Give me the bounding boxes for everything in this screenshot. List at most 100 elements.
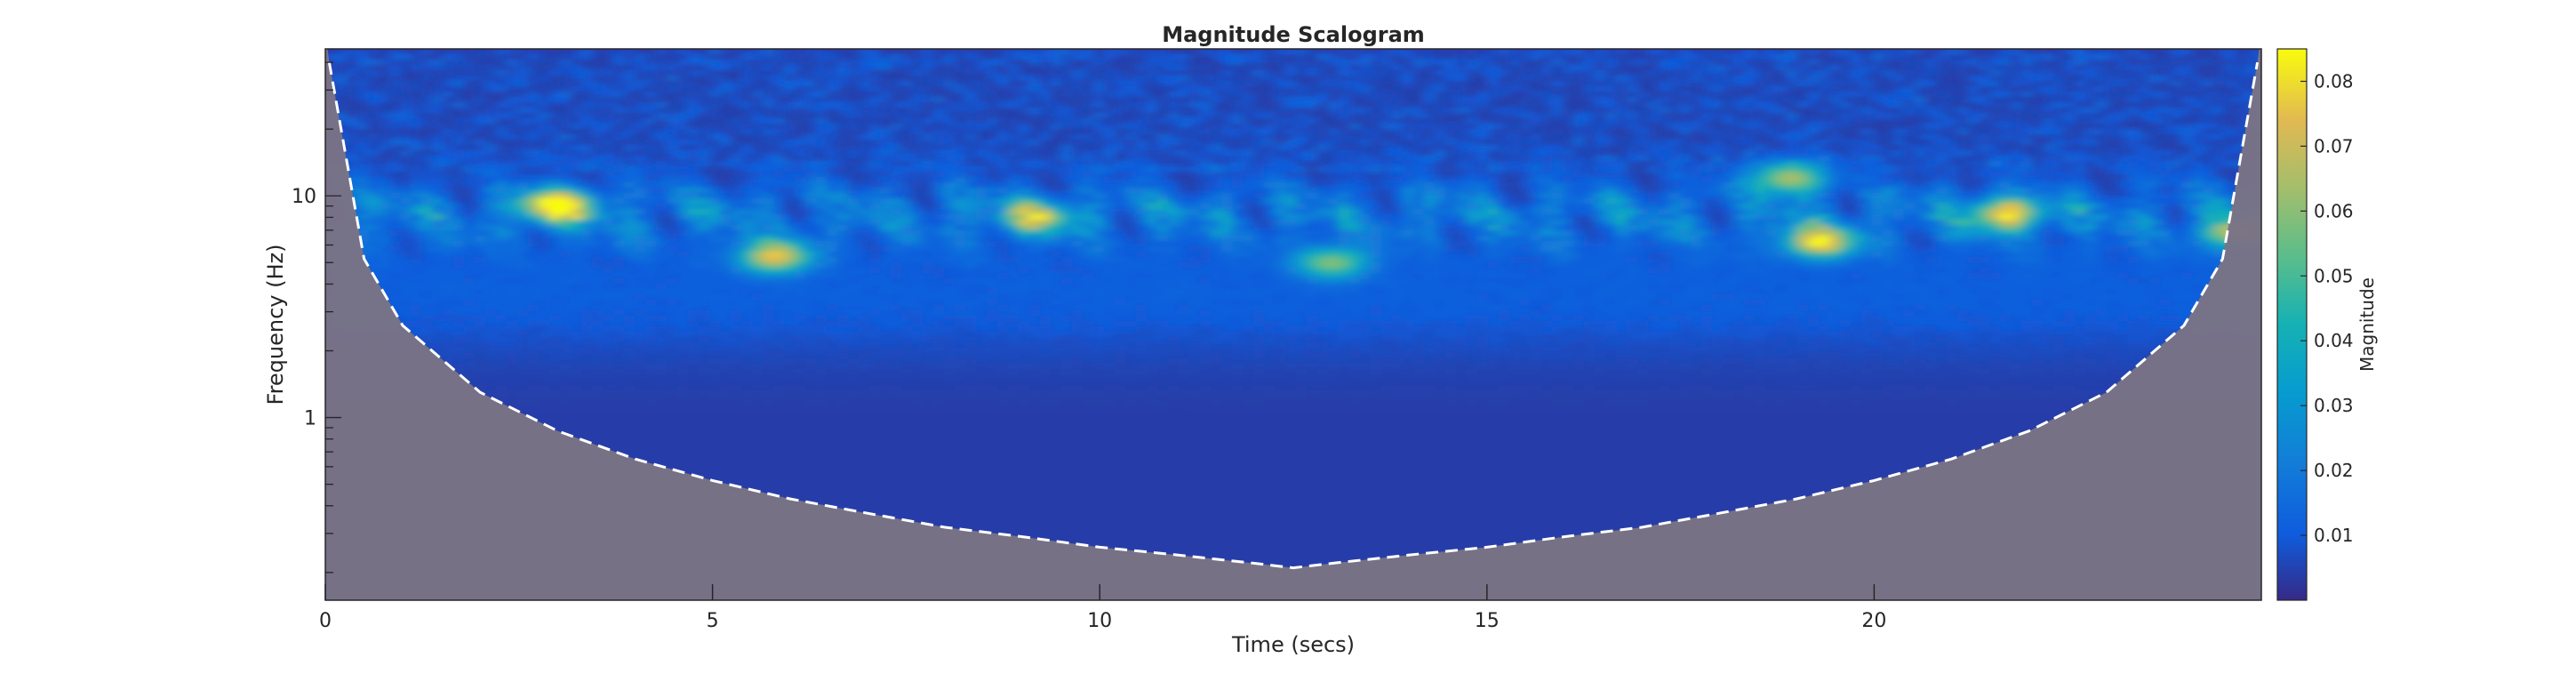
heatmap-cell — [720, 54, 732, 60]
heatmap-cell — [1925, 70, 1937, 76]
heatmap-cell — [1552, 70, 1564, 76]
heatmap-cell — [1733, 172, 1745, 178]
heatmap-cell — [1445, 182, 1457, 189]
heatmap-cell — [2043, 49, 2054, 55]
heatmap-cell — [1413, 86, 1425, 92]
heatmap-cell — [2032, 182, 2044, 189]
heatmap-cell — [1104, 166, 1116, 173]
heatmap-cell — [1339, 145, 1350, 151]
heatmap-cell — [1232, 65, 1244, 71]
heatmap-cell — [1509, 70, 1521, 76]
heatmap-cell — [2181, 145, 2193, 151]
heatmap-cell — [2192, 97, 2204, 103]
heatmap-cell — [453, 134, 465, 140]
heatmap-cell — [2171, 70, 2182, 76]
heatmap-cell — [2117, 108, 2129, 114]
heatmap-cell — [1157, 81, 1169, 87]
heatmap-cell — [2053, 156, 2065, 162]
heatmap-cell — [421, 140, 433, 146]
heatmap-cell — [1957, 60, 1969, 66]
heatmap-cell — [453, 60, 465, 66]
heatmap-cell — [1947, 166, 1958, 173]
heatmap-cell — [1253, 97, 1265, 103]
heatmap-cell — [1861, 92, 1873, 98]
heatmap-cell — [368, 172, 380, 178]
heatmap-cell — [443, 97, 454, 103]
heatmap-cell — [2075, 177, 2086, 183]
heatmap-cell — [1904, 161, 1916, 167]
heatmap-cell — [432, 150, 444, 156]
heatmap-cell — [2245, 86, 2257, 92]
heatmap-cell — [603, 129, 614, 135]
heatmap-cell — [1317, 81, 1329, 87]
heatmap-cell — [848, 49, 860, 55]
heatmap-cell — [1179, 172, 1190, 178]
heatmap-cell — [496, 76, 508, 82]
heatmap-cell — [1872, 172, 1884, 178]
heatmap-cell — [1915, 156, 1926, 162]
heatmap-cell — [1616, 150, 1628, 156]
heatmap-cell — [411, 140, 422, 146]
heatmap-cell — [1755, 97, 1766, 103]
heatmap-cell — [1328, 161, 1340, 167]
heatmap-cell — [987, 113, 998, 119]
heatmap-cell — [859, 70, 870, 76]
heatmap-cell — [1093, 92, 1105, 98]
heatmap-cell — [901, 102, 913, 108]
heatmap-cell — [1648, 161, 1660, 167]
heatmap-cell — [1893, 76, 1905, 82]
heatmap-cell — [1445, 118, 1457, 124]
heatmap-cell — [539, 150, 550, 156]
heatmap-cell — [912, 49, 924, 55]
heatmap-cell — [2043, 188, 2054, 194]
heatmap-cell — [2139, 182, 2150, 189]
heatmap-cell — [1648, 108, 1660, 114]
heatmap-cell — [1467, 161, 1478, 167]
heatmap-cell — [2160, 49, 2172, 55]
heatmap-cell — [2139, 161, 2150, 167]
heatmap-cell — [1136, 81, 1148, 87]
heatmap-cell — [1157, 113, 1169, 119]
heatmap-cell — [1872, 102, 1884, 108]
heatmap-cell — [859, 166, 870, 173]
heatmap-cell — [1381, 124, 1393, 130]
heatmap-cell — [1936, 108, 1948, 114]
heatmap-cell — [656, 65, 668, 71]
heatmap-cell — [1883, 134, 1894, 140]
heatmap-cell — [1403, 172, 1414, 178]
heatmap-cell — [1808, 129, 1820, 135]
heatmap-cell — [1445, 166, 1457, 173]
heatmap-cell — [1019, 129, 1030, 135]
heatmap-cell — [2117, 76, 2129, 82]
heatmap-cell — [1595, 49, 1606, 55]
heatmap-cell — [1136, 49, 1148, 55]
heatmap-cell — [2128, 86, 2140, 92]
heatmap-cell — [613, 60, 625, 66]
heatmap-cell — [1712, 102, 1724, 108]
heatmap-cell — [1947, 118, 1958, 124]
heatmap-cell — [389, 49, 401, 55]
heatmap-cell — [1072, 76, 1084, 82]
heatmap-cell — [1157, 70, 1169, 76]
heatmap-cell — [1904, 177, 1916, 183]
heatmap-cell — [1424, 156, 1436, 162]
heatmap-cell — [1989, 70, 2001, 76]
heatmap-cell — [453, 108, 465, 114]
heatmap-cell — [699, 76, 710, 82]
heatmap-cell — [475, 134, 486, 140]
heatmap-cell — [805, 145, 817, 151]
heatmap-cell — [891, 113, 902, 119]
heatmap-cell — [400, 172, 412, 178]
heatmap-cell — [1168, 102, 1180, 108]
heatmap-cell — [869, 97, 881, 103]
heatmap-cell — [923, 129, 934, 135]
heatmap-cell — [2107, 108, 2118, 114]
heatmap-cell — [1947, 156, 1958, 162]
heatmap-cell — [1616, 92, 1628, 98]
heatmap-cell — [347, 102, 358, 108]
heatmap-cell — [816, 182, 828, 189]
heatmap-cell — [1819, 49, 1830, 55]
heatmap-cell — [944, 113, 956, 119]
heatmap-cell — [507, 145, 518, 151]
heatmap-cell — [1680, 76, 1692, 82]
